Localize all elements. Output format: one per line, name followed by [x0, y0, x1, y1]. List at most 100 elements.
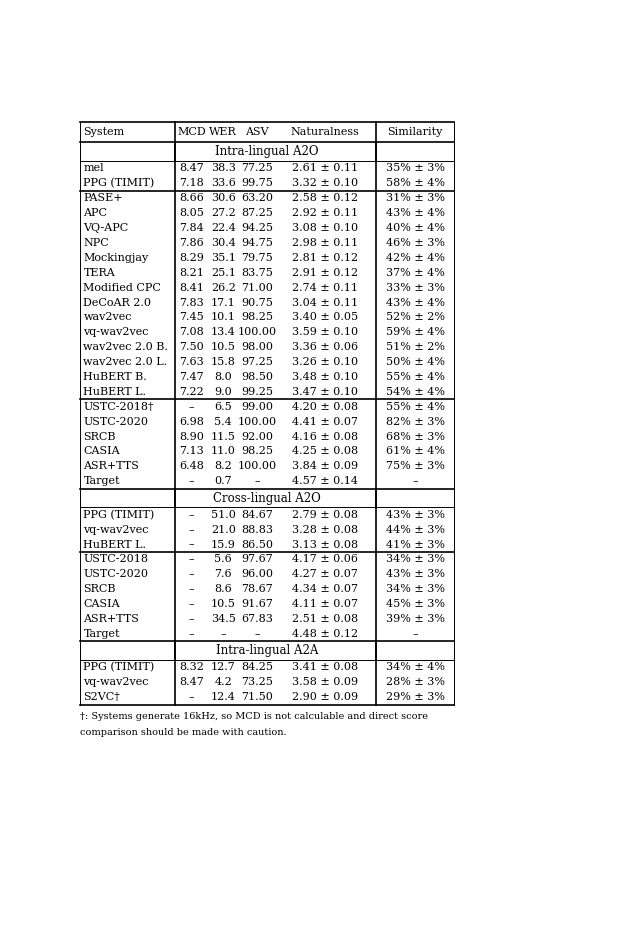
Text: 3.47 ± 0.10: 3.47 ± 0.10 [292, 387, 358, 397]
Text: 44% ± 3%: 44% ± 3% [386, 525, 445, 535]
Text: 8.47: 8.47 [179, 164, 204, 174]
Text: 30.4: 30.4 [211, 238, 236, 248]
Text: PPG (TIMIT): PPG (TIMIT) [83, 510, 155, 520]
Text: 58% ± 4%: 58% ± 4% [386, 179, 445, 189]
Text: 2.51 ± 0.08: 2.51 ± 0.08 [292, 614, 358, 624]
Text: 6.5: 6.5 [214, 402, 232, 412]
Text: 4.2: 4.2 [214, 677, 232, 687]
Text: NPC: NPC [83, 238, 109, 248]
Text: 11.0: 11.0 [211, 446, 236, 457]
Text: 10.5: 10.5 [211, 599, 236, 609]
Text: 34.5: 34.5 [211, 614, 236, 624]
Text: 4.34 ± 0.07: 4.34 ± 0.07 [292, 584, 358, 594]
Text: 2.92 ± 0.11: 2.92 ± 0.11 [292, 208, 358, 219]
Text: 3.40 ± 0.05: 3.40 ± 0.05 [292, 312, 358, 323]
Text: 100.00: 100.00 [237, 461, 276, 472]
Text: –: – [189, 476, 194, 486]
Text: Intra-lingual A2A: Intra-lingual A2A [216, 644, 319, 658]
Text: 6.98: 6.98 [179, 417, 204, 427]
Text: –: – [189, 569, 194, 579]
Text: wav2vec 2.0 L.: wav2vec 2.0 L. [83, 357, 168, 367]
Text: MCD: MCD [177, 127, 206, 138]
Text: 2.79 ± 0.08: 2.79 ± 0.08 [292, 510, 358, 520]
Text: 26.2: 26.2 [211, 283, 236, 293]
Text: 8.29: 8.29 [179, 253, 204, 263]
Text: 2.74 ± 0.11: 2.74 ± 0.11 [292, 283, 358, 293]
Text: –: – [412, 476, 418, 486]
Text: 42% ± 4%: 42% ± 4% [386, 253, 445, 263]
Text: 63.20: 63.20 [241, 193, 273, 204]
Text: 7.18: 7.18 [179, 179, 204, 189]
Text: CASIA: CASIA [83, 599, 120, 609]
Text: 28% ± 3%: 28% ± 3% [386, 677, 445, 687]
Text: 51.0: 51.0 [211, 510, 236, 520]
Text: –: – [220, 629, 226, 639]
Text: 33% ± 3%: 33% ± 3% [386, 283, 445, 293]
Text: DeCoAR 2.0: DeCoAR 2.0 [83, 298, 152, 308]
Text: Intra-lingual A2O: Intra-lingual A2O [216, 145, 319, 158]
Text: 7.84: 7.84 [179, 223, 204, 233]
Text: 33.6: 33.6 [211, 179, 236, 189]
Text: 82% ± 3%: 82% ± 3% [386, 417, 445, 427]
Text: 55% ± 4%: 55% ± 4% [386, 402, 445, 412]
Text: 51% ± 2%: 51% ± 2% [386, 342, 445, 352]
Text: 7.63: 7.63 [179, 357, 204, 367]
Text: 4.27 ± 0.07: 4.27 ± 0.07 [292, 569, 358, 579]
Text: 7.45: 7.45 [179, 312, 204, 323]
Text: –: – [189, 539, 194, 550]
Text: VQ-APC: VQ-APC [83, 223, 129, 233]
Text: 27.2: 27.2 [211, 208, 236, 219]
Text: 3.36 ± 0.06: 3.36 ± 0.06 [292, 342, 358, 352]
Text: 4.41 ± 0.07: 4.41 ± 0.07 [292, 417, 358, 427]
Text: 2.98 ± 0.11: 2.98 ± 0.11 [292, 238, 358, 248]
Text: 4.11 ± 0.07: 4.11 ± 0.07 [292, 599, 358, 609]
Text: 84.25: 84.25 [241, 662, 273, 672]
Text: 35.1: 35.1 [211, 253, 236, 263]
Text: 7.83: 7.83 [179, 298, 204, 308]
Text: ASV: ASV [245, 127, 269, 138]
Text: 8.05: 8.05 [179, 208, 204, 219]
Text: 8.90: 8.90 [179, 432, 204, 442]
Text: 97.67: 97.67 [241, 554, 273, 565]
Text: –: – [254, 476, 260, 486]
Text: vq-wav2vec: vq-wav2vec [83, 525, 149, 535]
Text: 3.26 ± 0.10: 3.26 ± 0.10 [292, 357, 358, 367]
Text: –: – [189, 584, 194, 594]
Text: 96.00: 96.00 [241, 569, 273, 579]
Text: mel: mel [83, 164, 104, 174]
Text: 30.6: 30.6 [211, 193, 236, 204]
Text: ASR+TTS: ASR+TTS [83, 614, 140, 624]
Text: 91.67: 91.67 [241, 599, 273, 609]
Text: 7.47: 7.47 [179, 372, 204, 382]
Text: 92.00: 92.00 [241, 432, 273, 442]
Text: CASIA: CASIA [83, 446, 120, 457]
Text: 34% ± 4%: 34% ± 4% [386, 662, 445, 672]
Text: Target: Target [83, 476, 120, 486]
Text: 55% ± 4%: 55% ± 4% [386, 372, 445, 382]
Text: 3.59 ± 0.10: 3.59 ± 0.10 [292, 327, 358, 338]
Text: 15.8: 15.8 [211, 357, 236, 367]
Text: 10.5: 10.5 [211, 342, 236, 352]
Text: PPG (TIMIT): PPG (TIMIT) [83, 179, 155, 189]
Text: 8.2: 8.2 [214, 461, 232, 472]
Text: USTC-2020: USTC-2020 [83, 417, 148, 427]
Text: 8.0: 8.0 [214, 372, 232, 382]
Text: 4.25 ± 0.08: 4.25 ± 0.08 [292, 446, 358, 457]
Text: 98.00: 98.00 [241, 342, 273, 352]
Text: 86.50: 86.50 [241, 539, 273, 550]
Text: 6.48: 6.48 [179, 461, 204, 472]
Text: 37% ± 4%: 37% ± 4% [386, 268, 445, 278]
Text: 99.00: 99.00 [241, 402, 273, 412]
Text: 8.6: 8.6 [214, 584, 232, 594]
Text: comparison should be made with caution.: comparison should be made with caution. [80, 727, 287, 737]
Text: Modified CPC: Modified CPC [83, 283, 161, 293]
Text: 38.3: 38.3 [211, 164, 236, 174]
Text: 2.91 ± 0.12: 2.91 ± 0.12 [292, 268, 358, 278]
Text: 3.84 ± 0.09: 3.84 ± 0.09 [292, 461, 358, 472]
Text: 21.0: 21.0 [211, 525, 236, 535]
Text: 12.4: 12.4 [211, 692, 236, 702]
Text: –: – [189, 629, 194, 639]
Text: 11.5: 11.5 [211, 432, 236, 442]
Text: 50% ± 4%: 50% ± 4% [386, 357, 445, 367]
Text: 94.75: 94.75 [241, 238, 273, 248]
